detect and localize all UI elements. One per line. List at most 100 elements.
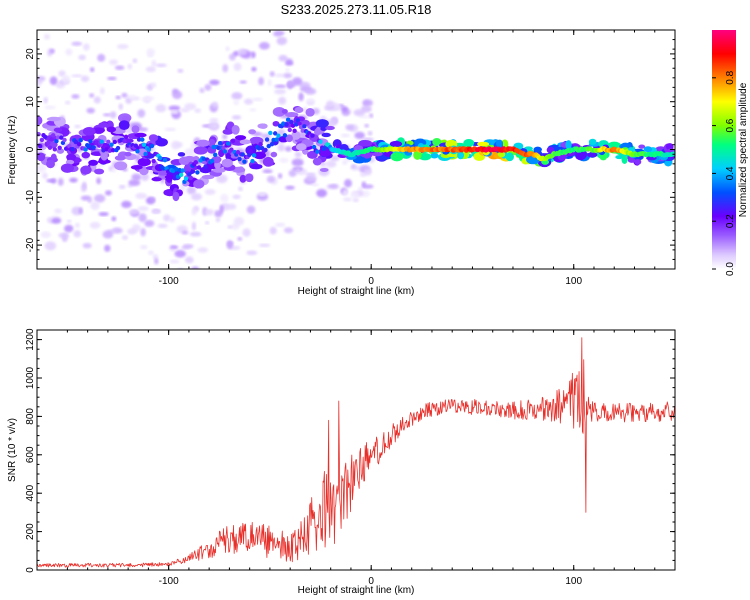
spectrogram-scatter-blob: [82, 181, 87, 190]
spectrogram-band-blob: [65, 159, 75, 165]
spectrogram-scatter-blob: [109, 111, 117, 119]
spectrogram-ridge-mark: [149, 143, 155, 149]
spectrogram-scatter-blob: [121, 200, 132, 209]
spectrogram-ridge-mark: [196, 165, 202, 170]
spectrogram-scatter-blob: [231, 92, 243, 100]
spectrogram-scatter-blob: [258, 42, 270, 50]
spectrogram-scatter-blob: [274, 88, 286, 95]
spectrogram-scatter-blob: [157, 223, 168, 228]
spectrogram-ridge-mark: [146, 147, 152, 152]
colorbar-ticks: 0.0 0.2 0.4 0.6 0.8: [712, 70, 736, 276]
spectrogram-ridge-mark: [203, 164, 208, 169]
spectrogram-scatter-blob: [267, 79, 272, 87]
spectrogram-band-blob: [314, 128, 321, 136]
spectrogram-scatter-blob: [285, 185, 295, 190]
spectrogram-ridge-mark: [141, 142, 147, 147]
spectrogram-band-blob: [114, 161, 128, 171]
spectrogram-band-blob: [505, 152, 514, 162]
spectrogram-band-blob: [463, 138, 475, 147]
spectrogram-scatter-blob: [74, 124, 81, 129]
spectrogram-band-blob: [118, 120, 130, 130]
spectrogram-scatter-blob: [73, 230, 82, 238]
spectrogram-scatter-blob: [342, 189, 348, 197]
spectrogram-scatter-blob: [135, 192, 148, 200]
spectrogram-ridge-mark: [46, 140, 51, 145]
spectrogram-scatter-blob: [115, 95, 121, 100]
spectrogram-ridge-mark: [78, 137, 83, 143]
spectrogram-ridge-mark: [256, 146, 262, 151]
spectrogram-scatter-blob: [244, 98, 254, 105]
spectrogram-scatter-blob: [361, 190, 370, 198]
spectrogram-band-blob: [94, 168, 105, 175]
snr-ytick-label: 400: [25, 484, 36, 501]
spectrogram-band-blob: [390, 152, 404, 162]
spectrogram-scatter-blob: [291, 158, 304, 167]
spectrogram-band-blob: [56, 148, 65, 154]
colorbar-label: Normalized spectral amplitude: [738, 82, 749, 217]
spectrogram-scatter-blob: [106, 76, 117, 81]
spectrogram-band-blob: [98, 122, 109, 128]
spectrogram-scatter-blob: [246, 205, 256, 214]
spectrogram-ridge-mark: [211, 144, 216, 150]
spectrogram-scatter-blob: [37, 164, 47, 173]
spectrogram-ridge-mark: [136, 137, 142, 142]
spectrogram-ridge-mark: [284, 122, 289, 127]
spectrogram-ridge-mark: [109, 142, 114, 147]
spectrogram-ridge-mark: [151, 158, 156, 164]
spectrogram-scatter-blob: [340, 133, 350, 138]
spectrogram-scatter-blob: [209, 118, 219, 124]
spectrogram-scatter-blob: [197, 247, 209, 253]
spectrogram-scatter-blob: [71, 94, 80, 99]
spectrogram-scatter-blob: [238, 186, 243, 192]
spectrogram-scatter-blob: [220, 193, 229, 203]
spectrogram-scatter-blob: [291, 77, 303, 86]
spectrogram-scatter-blob: [37, 78, 43, 86]
spectrogram-band-blob: [131, 125, 140, 134]
spectrogram-ridge-mark: [183, 176, 189, 181]
spectrogram-scatter-blob: [187, 270, 192, 277]
spectrogram-scatter-blob: [211, 101, 219, 108]
spectrogram-band-blob: [245, 173, 254, 183]
spectrogram-scatter-blob: [177, 68, 184, 73]
spectrogram-scatter-blob: [137, 109, 146, 118]
spectrogram-scatter-blob: [89, 93, 95, 98]
spectrogram-scatter-blob: [171, 140, 181, 150]
spectrogram-scatter-blob: [89, 67, 95, 73]
spectrogram-ridge-mark: [289, 119, 294, 125]
spectrogram-ridge-mark: [235, 150, 241, 155]
spectrogram-scatter-blob: [295, 168, 301, 173]
spectrogram-ridge-mark: [175, 174, 181, 180]
spectrogram-ridge-mark: [268, 130, 273, 136]
snr-ytick-label: 1000: [25, 366, 36, 389]
spectrogram-band-blob: [294, 106, 304, 114]
spectrogram-band-blob: [315, 119, 329, 128]
spectrogram-ridge-mark: [282, 133, 288, 138]
spectrogram-ytick-label: -20: [25, 237, 36, 252]
spectrogram-ridge-mark: [318, 139, 323, 144]
spectrogram-ridge-mark: [55, 135, 61, 140]
spectrogram-ridge-mark: [247, 152, 252, 158]
spectrogram-ridge-mark: [292, 128, 297, 134]
spectrogram-ridge-mark: [70, 146, 75, 152]
spectrogram-ridge-mark: [193, 160, 198, 165]
spectrogram-ylabel: Frequency (Hz): [7, 116, 18, 185]
spectrogram-ridge-mark: [310, 133, 315, 138]
spectrogram-ridge-mark: [217, 141, 223, 146]
spectrogram-band-blob: [430, 152, 439, 159]
spectrogram-scatter-blob: [284, 61, 294, 66]
spectrogram-band-blob: [106, 126, 117, 133]
spectrogram-scatter-blob: [122, 236, 128, 241]
spectrogram-scatter-blob: [184, 148, 196, 157]
spectrogram-band-blob: [643, 146, 653, 153]
spectrogram-scatter-blob: [199, 87, 205, 94]
spectrogram-band-blob: [497, 151, 506, 158]
spectrogram-scatter-blob: [251, 66, 257, 72]
spectrogram-band-blob: [37, 115, 43, 126]
spectrogram-band-blob: [53, 127, 63, 133]
spectrogram-scatter-blob: [57, 177, 64, 186]
spectrogram-scatter-blob: [205, 221, 210, 225]
spectrogram-band-blob: [66, 153, 77, 161]
spectrogram-ytick-label: 20: [25, 48, 36, 60]
spectrogram-ridge-mark: [73, 139, 79, 145]
